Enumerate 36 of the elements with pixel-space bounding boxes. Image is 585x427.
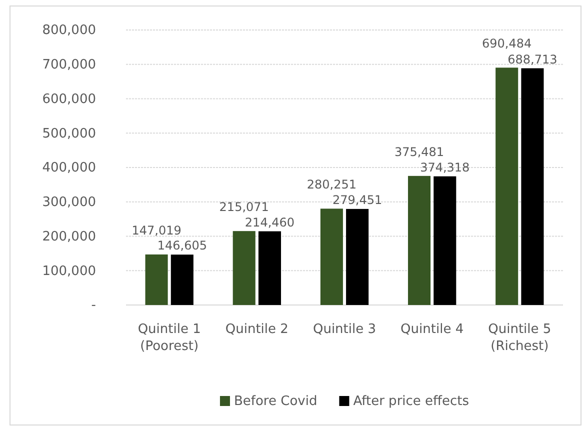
x-tick-label: Quintile 4 <box>400 322 464 337</box>
data-label: 375,481 <box>394 144 444 159</box>
y-tick-label: 800,000 <box>42 23 96 38</box>
y-tick-label: - <box>91 298 96 314</box>
y-tick-label: 100,000 <box>42 264 96 279</box>
bar <box>258 231 282 305</box>
data-label: 688,713 <box>508 52 558 66</box>
data-label: 279,451 <box>332 192 382 207</box>
legend-label: Before Covid <box>234 394 318 409</box>
y-tick-label: 600,000 <box>42 92 96 107</box>
x-tick-label: Quintile 3 <box>312 322 376 337</box>
y-tick-label: 200,000 <box>42 229 96 244</box>
data-label: 147,019 <box>132 223 182 238</box>
x-tick-label: Quintile 1 (Poorest) <box>138 322 201 354</box>
bar <box>496 68 518 305</box>
bar <box>346 208 369 305</box>
bar <box>408 176 431 305</box>
data-label: 215,071 <box>219 200 269 214</box>
y-tick-label: 700,000 <box>42 58 96 73</box>
bar <box>320 208 343 305</box>
x-tick-label: Quintile 2 <box>225 322 288 337</box>
y-tick-label: 500,000 <box>42 126 96 142</box>
y-tick-label: 300,000 <box>42 195 96 210</box>
data-label: 374,318 <box>420 160 470 174</box>
legend-label: After price effects <box>353 394 470 409</box>
data-label: 690,484 <box>482 36 532 51</box>
x-tick-label: Quintile 5 (Richest) <box>488 322 552 354</box>
data-label: 146,605 <box>157 238 207 253</box>
y-tick-label: 400,000 <box>42 160 96 176</box>
bar <box>232 231 256 305</box>
bar <box>434 176 456 305</box>
data-label: 214,460 <box>244 215 295 230</box>
bar <box>170 254 194 305</box>
data-label: 280,251 <box>306 178 356 192</box>
bar <box>521 68 544 305</box>
bar <box>145 254 168 305</box>
